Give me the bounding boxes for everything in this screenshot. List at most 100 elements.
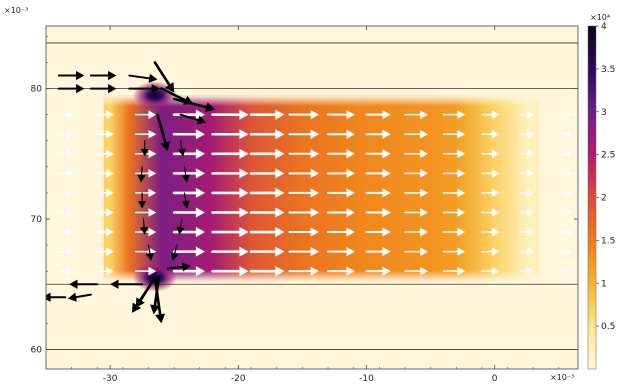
white-arrow bbox=[96, 227, 114, 237]
white-arrow bbox=[481, 188, 500, 198]
white-arrow bbox=[58, 130, 75, 139]
white-arrow bbox=[442, 208, 466, 217]
black-arrow bbox=[128, 83, 161, 94]
white-arrow bbox=[481, 169, 500, 178]
white-arrow bbox=[134, 208, 157, 217]
white-arrow bbox=[558, 189, 572, 197]
white-arrow bbox=[172, 246, 205, 257]
white-arrow bbox=[519, 130, 535, 139]
white-arrow bbox=[134, 266, 157, 276]
white-arrow bbox=[327, 207, 355, 218]
colorbar-tick-label: 2 bbox=[601, 194, 607, 204]
y-tick-label: 70 bbox=[31, 215, 43, 225]
white-arrow bbox=[558, 228, 572, 236]
white-arrow bbox=[249, 129, 285, 140]
white-arrow bbox=[558, 111, 572, 119]
white-arrow bbox=[327, 247, 355, 257]
black-arrow bbox=[156, 113, 171, 152]
white-arrow bbox=[211, 246, 249, 257]
white-arrow bbox=[519, 228, 535, 236]
white-arrow bbox=[404, 129, 429, 139]
x-tick-label: -30 bbox=[103, 374, 118, 384]
white-arrow bbox=[404, 169, 429, 178]
white-arrow bbox=[558, 248, 572, 256]
black-arrow bbox=[145, 244, 154, 261]
y-tick-label: 60 bbox=[31, 345, 43, 355]
white-arrow bbox=[96, 149, 114, 159]
white-arrow bbox=[558, 130, 572, 138]
colorbar-tick-label: 0.5 bbox=[601, 322, 615, 332]
colorbar-tick-label: 2.5 bbox=[601, 151, 615, 161]
black-arrow bbox=[57, 83, 85, 94]
white-arrow bbox=[481, 227, 500, 237]
white-arrow bbox=[288, 168, 320, 178]
white-arrow bbox=[288, 227, 320, 237]
black-arrow-series bbox=[46, 61, 216, 324]
field-edge-fade bbox=[103, 95, 540, 282]
white-arrow bbox=[249, 109, 285, 120]
white-arrow bbox=[442, 188, 466, 198]
white-arrow bbox=[365, 247, 391, 257]
white-arrow bbox=[211, 187, 249, 198]
white-arrow bbox=[172, 227, 205, 238]
white-arrow bbox=[558, 169, 572, 177]
white-arrow bbox=[365, 227, 391, 237]
black-arrow bbox=[176, 218, 185, 235]
white-arrow bbox=[96, 188, 114, 198]
white-arrow bbox=[404, 110, 429, 119]
black-arrow bbox=[69, 279, 99, 289]
white-arrow bbox=[172, 266, 205, 277]
white-arrow bbox=[96, 247, 114, 256]
white-arrow bbox=[96, 129, 114, 139]
black-arrow bbox=[170, 244, 179, 261]
white-arrow bbox=[404, 188, 429, 198]
black-arrow bbox=[140, 140, 149, 157]
white-arrow bbox=[481, 247, 500, 256]
white-arrow bbox=[327, 188, 355, 198]
white-arrow bbox=[249, 148, 285, 159]
white-arrow bbox=[211, 148, 249, 159]
white-arrow bbox=[365, 168, 391, 178]
black-arrow bbox=[138, 192, 147, 209]
white-arrow bbox=[481, 149, 500, 159]
white-arrow bbox=[327, 227, 355, 237]
black-arrow bbox=[149, 276, 161, 315]
plot-area bbox=[45, 25, 579, 370]
colorbar-tick-label: 3.5 bbox=[601, 65, 615, 75]
black-arrow bbox=[131, 276, 157, 313]
white-arrow bbox=[442, 129, 466, 139]
white-arrow bbox=[58, 227, 75, 237]
black-arrow bbox=[181, 192, 190, 209]
white-arrow bbox=[404, 247, 429, 256]
colorbar: 0.5 1 1.5 2 2.5 3 3.5 4 ×10⁴ bbox=[587, 13, 615, 370]
black-arrow bbox=[89, 70, 117, 81]
white-arrow bbox=[519, 110, 535, 119]
white-arrow bbox=[442, 110, 466, 119]
white-arrow bbox=[249, 187, 285, 198]
black-arrow bbox=[140, 218, 149, 235]
white-arrow bbox=[288, 266, 320, 276]
colorbar-ticks: 0.5 1 1.5 2 2.5 3 3.5 4 bbox=[596, 22, 615, 332]
white-arrow bbox=[519, 208, 535, 217]
white-arrow bbox=[58, 247, 75, 256]
black-arrow bbox=[153, 61, 175, 93]
white-arrow bbox=[519, 189, 535, 197]
white-arrow bbox=[288, 247, 320, 257]
black-arrow bbox=[181, 166, 190, 183]
white-arrow bbox=[288, 110, 320, 120]
white-arrow bbox=[558, 150, 572, 158]
white-arrow bbox=[519, 247, 535, 256]
white-arrow bbox=[327, 266, 355, 276]
black-arrow bbox=[166, 262, 191, 272]
white-arrow bbox=[249, 227, 285, 238]
white-arrow bbox=[365, 110, 391, 120]
white-arrow bbox=[288, 207, 320, 218]
white-arrow bbox=[96, 169, 114, 178]
white-arrow bbox=[327, 149, 355, 159]
white-arrow bbox=[134, 227, 157, 237]
black-arrow bbox=[177, 140, 187, 157]
x-tick-label: -10 bbox=[359, 374, 374, 384]
white-arrow bbox=[404, 266, 429, 276]
white-arrow bbox=[404, 208, 429, 217]
